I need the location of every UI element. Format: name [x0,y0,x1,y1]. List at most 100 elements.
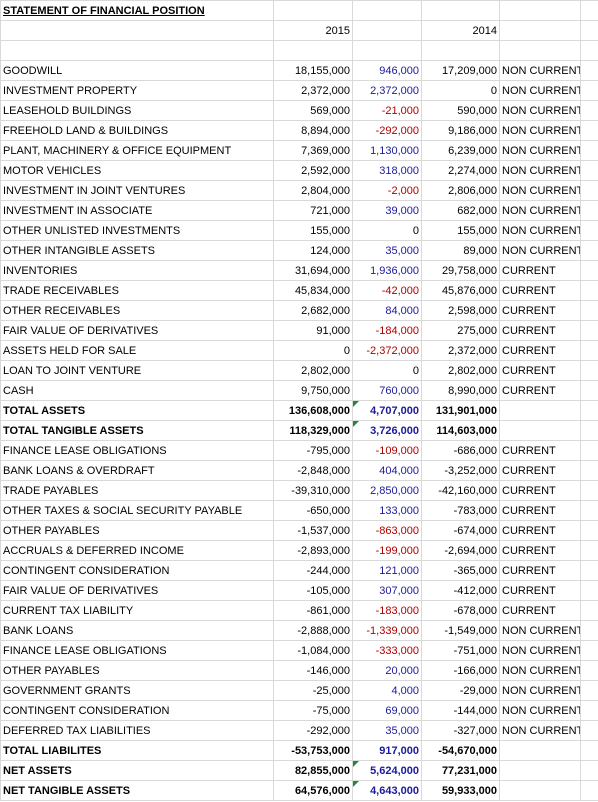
cell [273,0,353,21]
data-row: OTHER RECEIVABLES 2,682,000 84,000 2,598,00… [0,300,598,321]
cell [580,280,598,301]
cell [499,0,581,21]
line-item: DEFERRED TAX LIABILITIES [0,720,274,741]
data-row: OTHER UNLISTED INVESTMENTS 155,000 0 155,00… [0,220,598,241]
cell [499,780,581,801]
value-2014: 2,806,000 [421,180,500,201]
value-2015: 31,694,000 [273,260,353,281]
line-item: CASH [0,380,274,401]
line-item: ASSETS HELD FOR SALE [0,340,274,361]
cell [580,400,598,421]
blank-row [0,40,598,61]
value-2015: 2,372,000 [273,80,353,101]
change: 35,000 [352,240,422,261]
line-item: BANK LOANS & OVERDRAFT [0,460,274,481]
data-row: INVESTMENT PROPERTY 2,372,000 2,372,000 0 NO… [0,80,598,101]
line-item: OTHER PAYABLES [0,660,274,681]
change: 2,850,000 [352,480,422,501]
line-item: INVESTMENT PROPERTY [0,80,274,101]
data-row: INVESTMENT IN ASSOCIATE 721,000 39,000 682,… [0,200,598,221]
cell [499,20,581,41]
value-2014: 0 [421,80,500,101]
classification: NON CURRENT [499,700,581,721]
cell [580,40,598,61]
value-2014: -29,000 [421,680,500,701]
value-2015: -25,000 [273,680,353,701]
classification: CURRENT [499,500,581,521]
cell [580,640,598,661]
value-2014: 2,802,000 [421,360,500,381]
change: 5,624,000 [352,760,422,781]
line-item: BANK LOANS [0,620,274,641]
value-2014: -3,252,000 [421,460,500,481]
change: 404,000 [352,460,422,481]
change: 2,372,000 [352,80,422,101]
value-2015: -39,310,000 [273,480,353,501]
change: 917,000 [352,740,422,761]
cell [580,440,598,461]
data-row: BANK LOANS & OVERDRAFT -2,848,000 404,000-… [0,460,598,481]
data-row: CONTINGENT CONSIDERATION -75,000 69,000 -14… [0,700,598,721]
value-2015: 569,000 [273,100,353,121]
change: -109,000 [352,440,422,461]
data-row: TRADE RECEIVABLES 45,834,000 -42,000 45,876… [0,280,598,301]
cell [580,360,598,381]
data-row: OTHER PAYABLES -1,537,000 -863,000 -674,000… [0,520,598,541]
value-2015: 18,155,000 [273,60,353,81]
cell [580,160,598,181]
value-2015: 64,576,000 [273,780,353,801]
change: 69,000 [352,700,422,721]
value-2014: 131,901,000 [421,400,500,421]
value-2015: -1,084,000 [273,640,353,661]
value-2015: -1,537,000 [273,520,353,541]
line-item: FAIR VALUE OF DERIVATIVES [0,580,274,601]
line-item: CONTINGENT CONSIDERATION [0,560,274,581]
cell [580,20,598,41]
line-item: CONTINGENT CONSIDERATION [0,700,274,721]
cell [499,420,581,441]
cell [421,40,500,61]
value-2014: 2,274,000 [421,160,500,181]
line-item: GOVERNMENT GRANTS [0,680,274,701]
line-item: OTHER INTANGIBLE ASSETS [0,240,274,261]
line-item: OTHER PAYABLES [0,520,274,541]
change: 121,000 [352,560,422,581]
cell [580,700,598,721]
change: 4,643,000 [352,780,422,801]
year-header: 2014 [421,20,500,41]
cell [0,20,274,41]
change: 0 [352,220,422,241]
value-2015: -795,000 [273,440,353,461]
value-2015: 8,894,000 [273,120,353,141]
cell [499,40,581,61]
value-2015: 91,000 [273,320,353,341]
value-2015: 82,855,000 [273,760,353,781]
data-row: ASSETS HELD FOR SALE 0 -2,372,000 2,372,000… [0,340,598,361]
classification: CURRENT [499,380,581,401]
cell [499,760,581,781]
cell [580,720,598,741]
classification: CURRENT [499,280,581,301]
classification: CURRENT [499,340,581,361]
cell [352,0,422,21]
data-row: FINANCE LEASE OBLIGATIONS -1,084,000 -333,… [0,640,598,661]
change: 20,000 [352,660,422,681]
data-row: CASH 9,750,000 760,000 8,990,000 CURRENT [0,380,598,401]
value-2014: 45,876,000 [421,280,500,301]
classification: NON CURRENT [499,720,581,741]
change: 35,000 [352,720,422,741]
cell [580,260,598,281]
cell [580,460,598,481]
classification: CURRENT [499,580,581,601]
value-2015: -2,888,000 [273,620,353,641]
cell [580,140,598,161]
year-row: 2015 2014 [0,20,598,41]
value-2014: -166,000 [421,660,500,681]
line-item: ACCRUALS & DEFERRED INCOME [0,540,274,561]
change: -42,000 [352,280,422,301]
value-2015: -861,000 [273,600,353,621]
value-2015: 136,608,000 [273,400,353,421]
change: -183,000 [352,600,422,621]
cell [273,40,353,61]
